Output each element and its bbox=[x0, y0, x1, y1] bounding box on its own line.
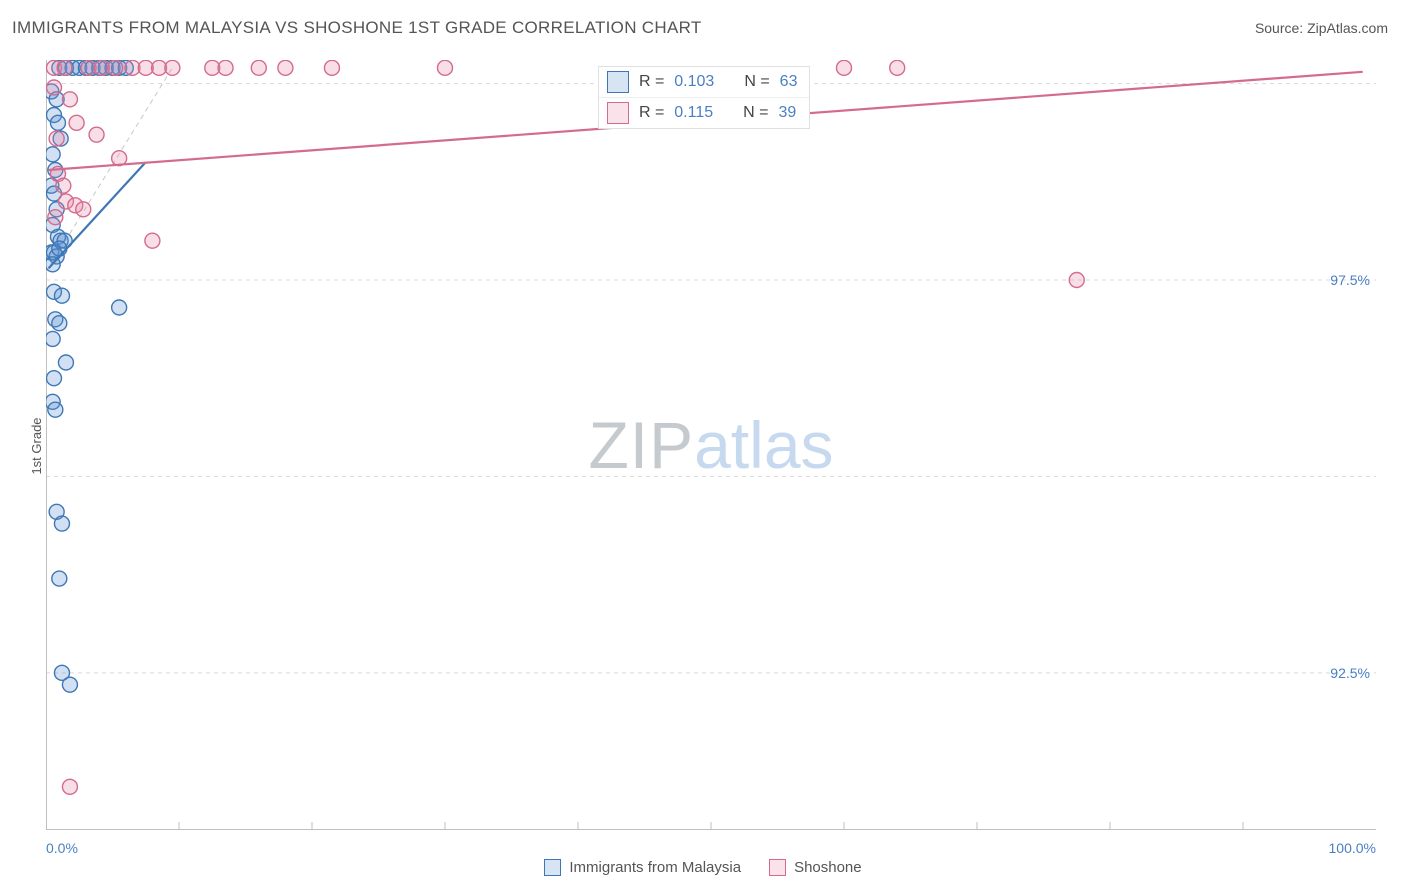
legend-n-value: 39 bbox=[778, 104, 796, 122]
series-legend-item: Shoshone bbox=[769, 859, 862, 876]
legend-swatch bbox=[607, 102, 629, 124]
y-tick-label: 92.5% bbox=[1330, 665, 1370, 681]
series-legend-label: Shoshone bbox=[794, 859, 862, 876]
chart-area: ZIPatlas R =0.103N =63R =0.115N =39 92.5… bbox=[46, 60, 1376, 830]
scatter-plot bbox=[46, 60, 1376, 830]
y-tick-label: 97.5% bbox=[1330, 272, 1370, 288]
source-prefix: Source: bbox=[1255, 20, 1307, 36]
series-legend-label: Immigrants from Malaysia bbox=[569, 859, 741, 876]
legend-swatch bbox=[544, 859, 561, 876]
legend-swatch bbox=[607, 71, 629, 93]
legend-n-label: N = bbox=[744, 73, 769, 91]
series-legend-item: Immigrants from Malaysia bbox=[544, 859, 741, 876]
correlation-legend: R = 0.103 N = 63 R = 0.115 N = 39 bbox=[598, 66, 811, 129]
legend-r-value: 0.103 bbox=[674, 73, 714, 91]
legend-r-label: R = bbox=[639, 73, 664, 91]
header: IMMIGRANTS FROM MALAYSIA VS SHOSHONE 1ST… bbox=[0, 0, 1406, 44]
chart-title: IMMIGRANTS FROM MALAYSIA VS SHOSHONE 1ST… bbox=[12, 18, 702, 38]
x-tick-label: 0.0% bbox=[46, 840, 78, 856]
source-attribution: Source: ZipAtlas.com bbox=[1255, 20, 1388, 36]
correlation-legend-row: R = 0.103 N = 63 bbox=[599, 67, 810, 97]
y-axis-label: 1st Grade bbox=[29, 417, 44, 474]
x-tick-label: 100.0% bbox=[1329, 840, 1376, 856]
legend-r-value: 0.115 bbox=[674, 104, 713, 122]
legend-swatch bbox=[769, 859, 786, 876]
legend-n-label: N = bbox=[743, 104, 768, 122]
series-legend: Immigrants from Malaysia Shoshone bbox=[0, 859, 1406, 876]
source-name: ZipAtlas.com bbox=[1307, 20, 1388, 36]
legend-n-value: 63 bbox=[780, 73, 798, 91]
correlation-legend-row: R = 0.115 N = 39 bbox=[599, 97, 810, 128]
legend-r-label: R = bbox=[639, 104, 664, 122]
